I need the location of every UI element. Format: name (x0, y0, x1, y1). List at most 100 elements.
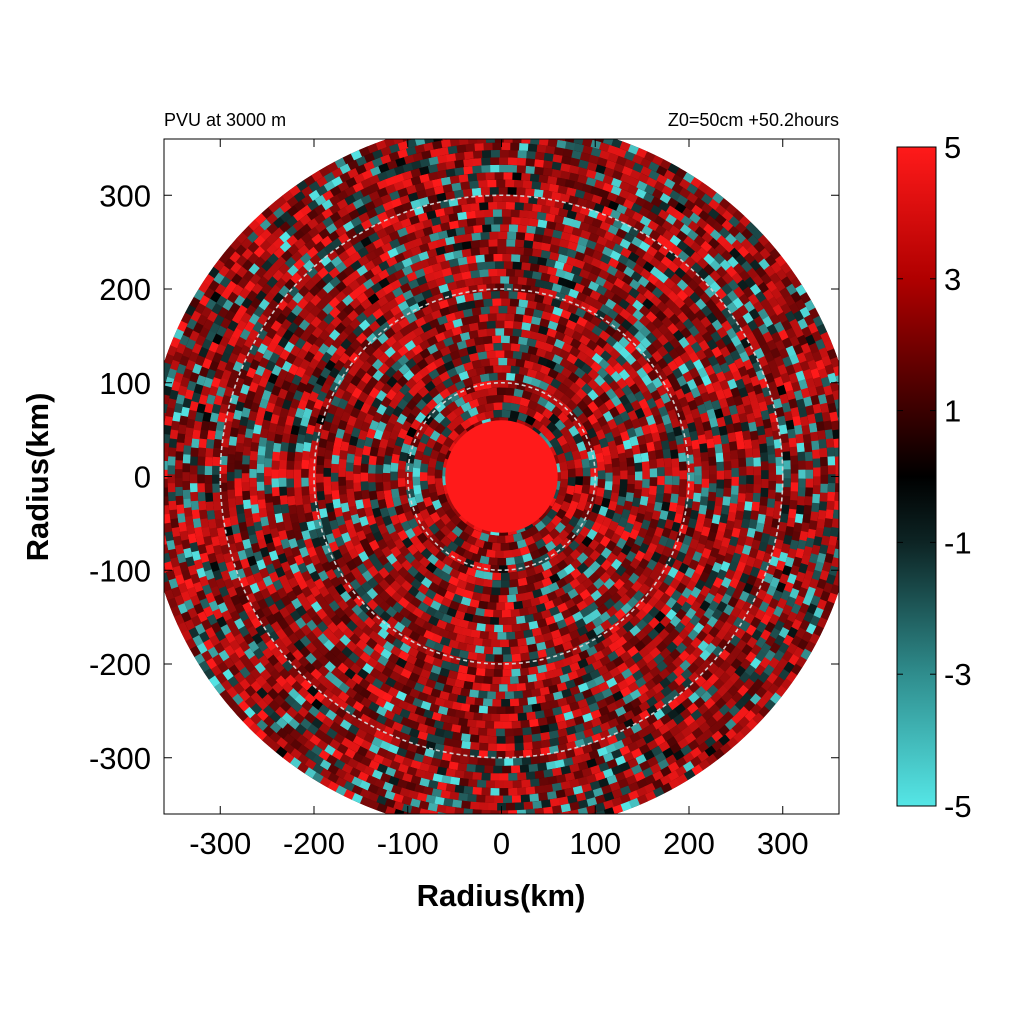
heatmap-cell (516, 539, 527, 549)
heatmap-cell (459, 755, 470, 764)
heatmap-cell (325, 440, 335, 451)
heatmap-cell (478, 179, 488, 188)
heatmap-cell (368, 455, 377, 466)
heatmap-cell (723, 414, 734, 426)
heatmap-cell (414, 411, 427, 424)
heatmap-cell (544, 350, 556, 361)
heatmap-cell (599, 303, 612, 315)
heatmap-cell (265, 401, 276, 413)
heatmap-cell (349, 317, 362, 330)
heatmap-cell (454, 159, 465, 169)
heatmap-cell (706, 500, 716, 511)
heatmap-cell (518, 299, 529, 308)
heatmap-cell (723, 461, 732, 471)
heatmap-cell (798, 460, 806, 471)
heatmap-cell (439, 345, 452, 357)
heatmap-cell (378, 260, 390, 272)
heatmap-cell (665, 597, 677, 609)
heatmap-cell (681, 404, 692, 417)
heatmap-cell (581, 383, 594, 395)
heatmap-cell (319, 329, 331, 341)
heatmap-cell (400, 559, 413, 572)
heatmap-cell (342, 432, 352, 443)
heatmap-cell (324, 607, 337, 620)
heatmap-cell (636, 434, 647, 446)
heatmap-cell (753, 466, 762, 476)
heatmap-cell (459, 331, 471, 342)
heatmap-cell (360, 480, 369, 491)
heatmap-cell (332, 566, 344, 579)
heatmap-cell (362, 445, 372, 456)
heatmap-cell (540, 585, 552, 596)
heatmap-cell (450, 373, 462, 385)
heatmap-cell (651, 634, 664, 647)
heatmap-cell (281, 398, 292, 410)
heatmap-cell (384, 346, 397, 358)
heatmap-cell (705, 383, 716, 395)
heatmap-cell (473, 675, 484, 684)
heatmap-cell (564, 508, 576, 520)
heatmap-cell (549, 274, 560, 285)
heatmap-cell (508, 150, 519, 158)
heatmap-cell (553, 644, 565, 654)
heatmap-cell (760, 487, 769, 498)
heatmap-cell (502, 402, 512, 411)
heatmap-cell (605, 677, 618, 689)
heatmap-cell (689, 538, 700, 550)
heatmap-cell (437, 705, 449, 716)
heatmap-cell (265, 541, 276, 553)
heatmap-cell (494, 550, 504, 559)
heatmap-cell (390, 471, 398, 481)
heatmap-cell (512, 261, 523, 270)
heatmap-cell (455, 279, 467, 289)
heatmap-cell (541, 533, 554, 545)
heatmap-cell (399, 494, 409, 505)
heatmap-cell (353, 464, 361, 474)
heatmap-cell (384, 659, 397, 671)
heatmap-cell (573, 676, 585, 687)
heatmap-cell (505, 631, 516, 640)
heatmap-cell (400, 580, 413, 592)
heatmap-cell (656, 458, 665, 468)
heatmap-cell (713, 505, 723, 516)
heatmap-cell (636, 355, 649, 368)
heatmap-cell (316, 390, 328, 402)
heatmap-cell (522, 629, 534, 639)
heatmap-cell (347, 547, 359, 560)
heatmap-cell (568, 629, 581, 641)
heatmap-cell (242, 454, 250, 465)
heatmap-cell (567, 588, 579, 600)
heatmap-cell (606, 356, 619, 368)
heatmap-cell (580, 277, 592, 288)
heatmap-cell (407, 517, 419, 530)
heatmap-cell (659, 592, 671, 605)
heatmap-cell (730, 485, 739, 496)
heatmap-cell (657, 628, 670, 641)
heatmap-cell (413, 571, 426, 583)
heatmap-cell (378, 578, 390, 591)
heatmap-cell (457, 219, 468, 228)
heatmap-cell (598, 261, 611, 273)
heatmap-cell (191, 438, 200, 449)
heatmap-cell (212, 456, 221, 466)
heatmap-cell (440, 660, 452, 670)
heatmap-cell (742, 430, 752, 441)
heatmap-cell (444, 622, 456, 633)
heatmap-cell (671, 458, 680, 468)
heatmap-cell (349, 662, 362, 675)
heatmap-cell (197, 491, 206, 502)
heatmap-cell (345, 461, 354, 472)
heatmap-cell (725, 396, 736, 408)
heatmap-cell (642, 362, 654, 375)
heatmap-cell (581, 577, 594, 590)
heatmap-cell (549, 437, 561, 449)
heatmap-cell (507, 616, 517, 625)
heatmap-cell (575, 243, 587, 254)
heatmap-cell (510, 402, 521, 412)
heatmap-cell (622, 630, 635, 643)
heatmap-cell (628, 528, 640, 541)
heatmap-cell (376, 403, 388, 416)
heatmap-cell (504, 350, 514, 359)
heatmap-cell (520, 779, 531, 788)
heatmap-cell (293, 478, 302, 488)
